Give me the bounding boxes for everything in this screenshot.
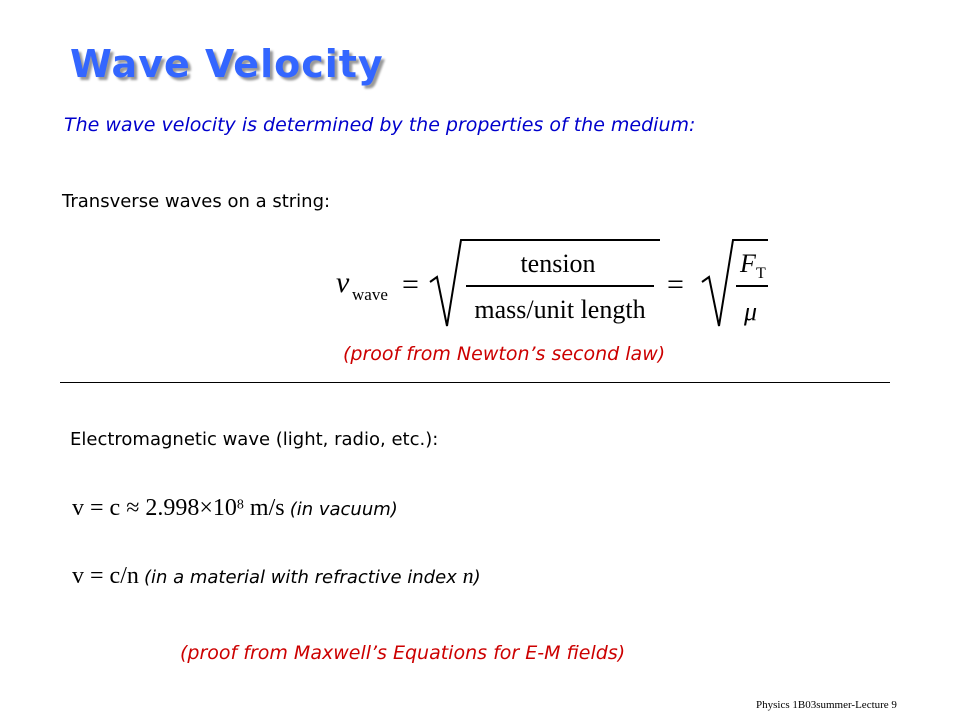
eq-symbol: v: [336, 266, 350, 299]
radical: [429, 239, 660, 327]
proof-note: (proof from Maxwell’s Equations for E-M …: [180, 642, 626, 664]
eq-force-subscript: T: [756, 265, 766, 282]
eq-equals: =: [402, 268, 419, 301]
footer: Physics 1B03summer-Lecture 9: [756, 699, 897, 711]
eq-denominator: mass/unit length: [474, 295, 645, 324]
equation-line: v = c/n (in a material with refractive i…: [72, 563, 481, 590]
condition: (in a material with refractive index: [143, 567, 463, 588]
equation: v = c/n: [72, 563, 139, 589]
eq-equals: =: [667, 268, 684, 301]
proof-note: (proof from Newton’s second law): [343, 343, 666, 365]
divider: [60, 382, 890, 383]
eq-subscript: wave: [352, 285, 388, 304]
equation: v = c ≈ 2.998×10: [72, 495, 237, 521]
condition-end: ): [473, 567, 481, 588]
unit: m/s: [243, 495, 285, 521]
title: Wave Velocity: [70, 42, 384, 86]
section-heading: Electromagnetic wave (light, radio, etc.…: [70, 429, 439, 450]
subtitle: The wave velocity is determined by the p…: [64, 114, 696, 136]
section-heading: Transverse waves on a string:: [62, 191, 331, 212]
radical: [701, 239, 768, 327]
exponent: 8: [236, 497, 244, 513]
condition: (in vacuum): [289, 499, 398, 520]
equation-line: v = c ≈ 2.998×108 m/s (in vacuum): [72, 495, 398, 522]
eq-force: F: [739, 249, 757, 278]
equation: v wave = tension mass/unit length = F T …: [336, 239, 768, 327]
symbol: n: [462, 563, 474, 588]
eq-numerator: tension: [520, 249, 595, 278]
eq-mu: μ: [743, 297, 757, 326]
